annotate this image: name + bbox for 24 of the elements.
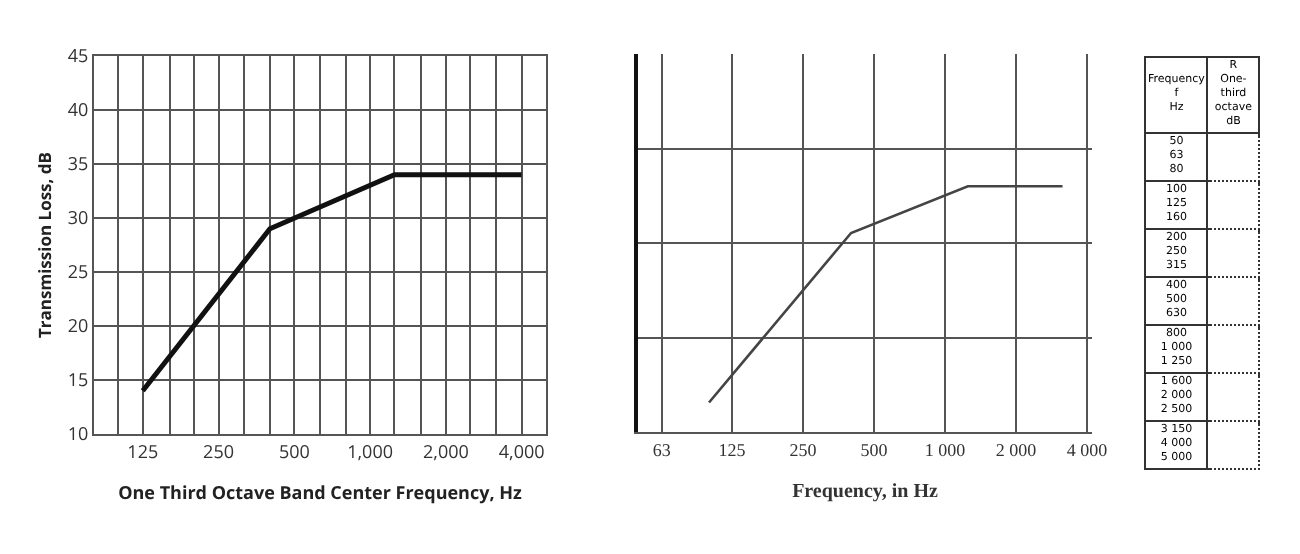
x-axis-title: Frequency, in Hz [792, 480, 939, 503]
x-tick-label: 2 000 [995, 439, 1038, 460]
x-tick-label: 4,000 [498, 437, 545, 464]
x-tick-label: 125 [718, 439, 747, 460]
x-tick-label: 125 [127, 437, 159, 464]
y-tick-label: 45 [67, 42, 89, 69]
y-tick-label: 10 [67, 420, 89, 447]
x-tick-label: 250 [203, 437, 234, 464]
y-axis-title: Transmission Loss, dB [34, 151, 57, 339]
y-tick-label: 35 [67, 150, 89, 177]
x-tick-label: 500 [860, 439, 889, 460]
x-tick-label: 1,000 [347, 437, 393, 464]
x-tick-label: 500 [278, 437, 310, 464]
y-tick-label: 20 [67, 312, 89, 339]
y-tick-label: 15 [67, 366, 89, 393]
x-tick-label: 2,000 [422, 437, 469, 464]
y-tick-label: 40 [67, 96, 89, 123]
x-tick-label: 1 000 [924, 439, 967, 460]
x-axis-title: One Third Octave Band Center Frequency, Hz [118, 479, 524, 506]
y-tick-label: 30 [67, 204, 89, 231]
x-tick-label: 4 000 [1066, 439, 1109, 460]
x-tick-label: 63 [652, 439, 672, 460]
y-tick-label: 25 [67, 258, 89, 285]
x-tick-label: 250 [789, 439, 818, 460]
